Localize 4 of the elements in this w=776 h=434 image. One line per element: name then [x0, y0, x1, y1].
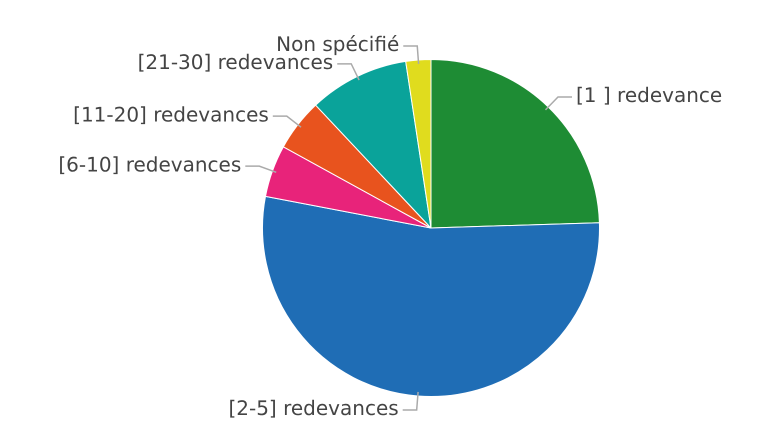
slice-label: [6-10] redevances	[58, 152, 242, 176]
slice-label: [1 ] redevance	[576, 83, 722, 108]
slice-label: [2-5] redevances	[228, 396, 399, 420]
slice-label: [11-20] redevances	[73, 102, 269, 126]
